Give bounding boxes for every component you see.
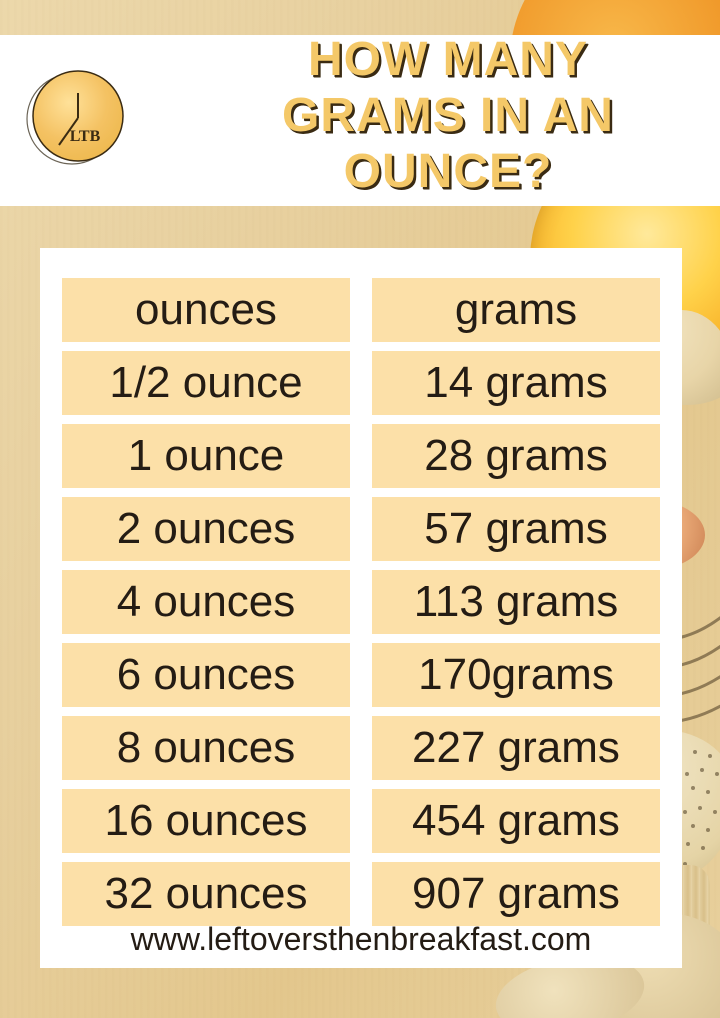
svg-text:LTB: LTB xyxy=(70,128,101,145)
